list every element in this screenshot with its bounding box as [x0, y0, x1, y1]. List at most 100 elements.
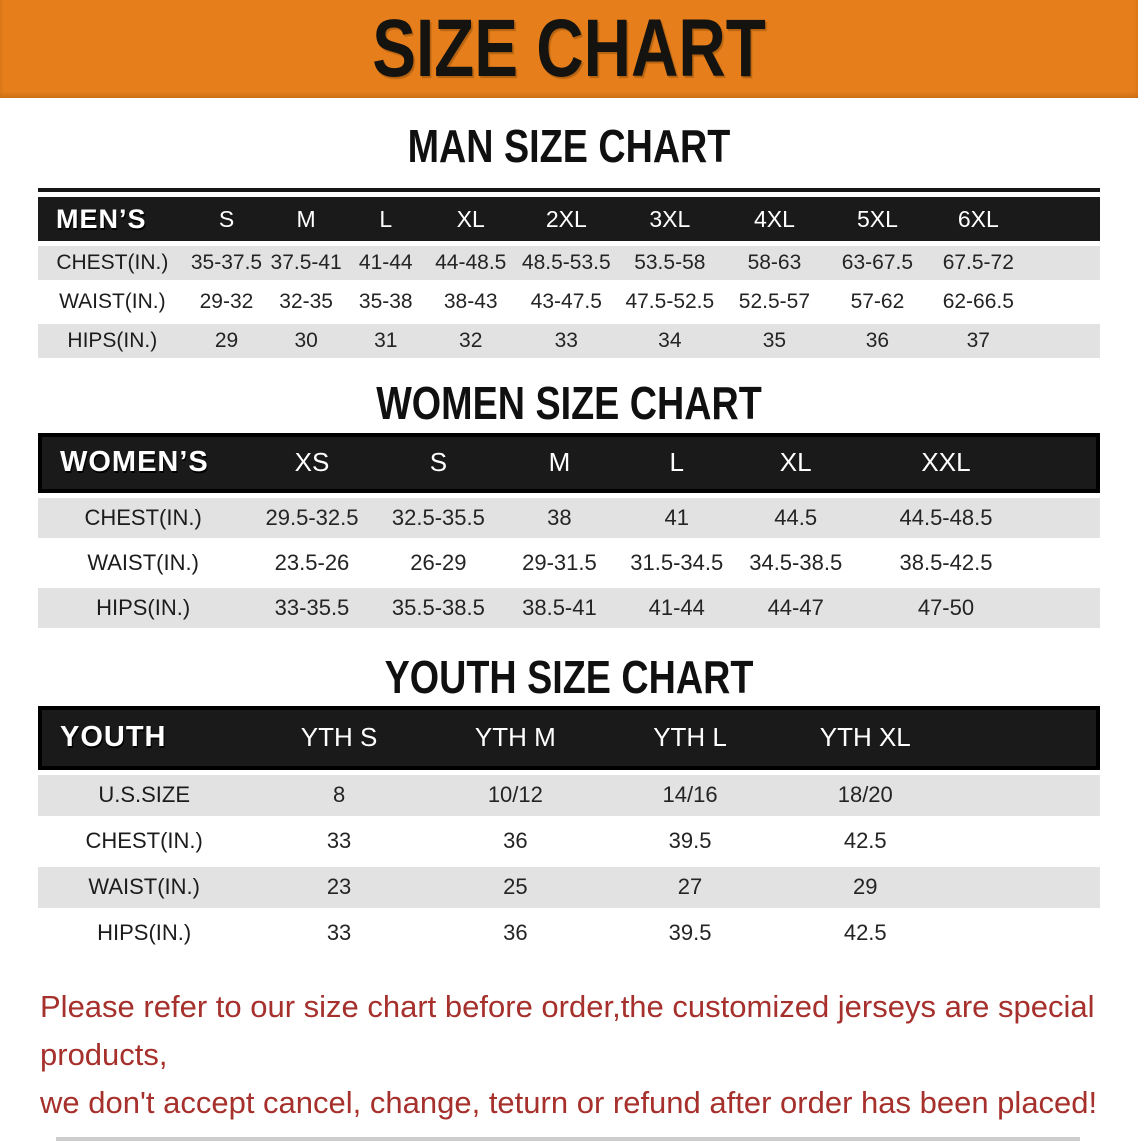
value-cell: 26-29	[410, 549, 467, 575]
row-label: CHEST(IN.)	[38, 246, 187, 281]
value-cell: 57-62	[850, 290, 905, 314]
men-table-label: MEN’S	[38, 197, 187, 242]
spacer-cell	[1027, 324, 1100, 359]
value-cell: 63-67.5	[825, 246, 929, 281]
value-cell: 38.5-42.5	[899, 549, 993, 575]
value-cell: 29-32	[199, 290, 254, 314]
row-label: HIPS(IN.)	[97, 920, 192, 946]
men-table-top-rule	[38, 188, 1100, 193]
value-cell: 25	[427, 866, 603, 908]
value-cell: 47.5-52.5	[625, 290, 715, 314]
men-header-row: MEN’S S M L XL 2XL 3XL 4XL 5XL 6XL	[38, 197, 1100, 242]
value-cell: 23	[250, 866, 428, 908]
spacer-cell	[1036, 543, 1100, 583]
value-cell: 44.5-48.5	[855, 497, 1037, 538]
value-cell: 23.5-26	[274, 549, 350, 575]
size-column-header: S	[375, 432, 502, 493]
row-label: WAIST(IN.)	[59, 290, 166, 314]
spacer-cell	[1028, 285, 1100, 319]
value-cell: 33	[326, 920, 352, 946]
value-cell: 35.5-38.5	[375, 587, 502, 628]
value-cell: 35	[722, 324, 826, 359]
value-cell: 32	[425, 324, 516, 359]
spacer-cell	[1027, 246, 1100, 281]
value-cell: 37.5-41	[266, 246, 346, 281]
value-cell: 48.5-53.5	[515, 246, 617, 281]
size-column-header: XXL	[855, 432, 1037, 493]
value-cell: 29	[777, 866, 954, 908]
spacer-cell	[1027, 197, 1100, 242]
banner-title: SIZE CHART	[372, 3, 766, 94]
spacer-cell	[1036, 497, 1100, 538]
size-column-header: M	[501, 432, 618, 493]
row-label: WAIST(IN.)	[38, 866, 251, 908]
value-cell: 31	[345, 324, 426, 359]
value-cell: 14/16	[602, 774, 778, 816]
measurement-row: U.S.SIZE 8 10/12 14/16 18/20	[38, 774, 1100, 816]
value-cell: 33	[326, 828, 352, 854]
value-cell: 31.5-34.5	[630, 549, 724, 575]
women-section-heading: WOMEN SIZE CHART	[376, 377, 762, 430]
value-cell: 39.5	[668, 920, 712, 946]
size-column-header: 2XL	[515, 197, 617, 242]
size-column-header: 3XL	[616, 197, 723, 242]
measurement-row: HIPS(IN.) 33-35.5 35.5-38.5 38.5-41 41-44 44-…	[38, 587, 1100, 628]
value-cell: 44.5	[735, 497, 856, 538]
size-column-header: XS	[248, 432, 376, 493]
value-cell: 36	[503, 828, 528, 854]
row-label: HIPS(IN.)	[38, 324, 187, 359]
measurement-row: HIPS(IN.) 33 36 39.5 42.5	[38, 913, 1100, 954]
youth-size-table: YOUTH YTH S YTH M YTH L YTH XL U.S.SIZE 8 10/12…	[38, 701, 1100, 959]
value-cell: 27	[602, 866, 778, 908]
value-cell: 8	[250, 774, 428, 816]
value-cell: 43-47.5	[530, 290, 602, 314]
measurement-row: CHEST(IN.) 35-37.5 37.5-41 41-44 44-48.5 48.5…	[38, 246, 1100, 281]
bottom-divider	[56, 1137, 1080, 1141]
value-cell: 33	[515, 324, 617, 359]
spacer-cell	[953, 821, 1100, 862]
value-cell: 67.5-72	[928, 246, 1028, 281]
value-cell: 44-47	[735, 587, 856, 628]
value-cell: 29.5-32.5	[248, 497, 376, 538]
value-cell: 10/12	[427, 774, 603, 816]
value-cell: 29-31.5	[522, 549, 597, 575]
size-column-header: 4XL	[722, 197, 826, 242]
spacer-cell	[1036, 587, 1100, 628]
size-column-header: L	[345, 197, 426, 242]
measurement-row: WAIST(IN.) 29-32 32-35 35-38 38-43 43-47.5 47.…	[38, 285, 1100, 319]
measurement-row: CHEST(IN.) 29.5-32.5 32.5-35.5 38 41 44.5 44.5…	[38, 497, 1100, 538]
value-cell: 36	[503, 920, 528, 946]
disclaimer-line-2: we don't accept cancel, change, teturn o…	[40, 1084, 1098, 1120]
value-cell: 34.5-38.5	[749, 549, 843, 575]
disclaimer-line-1: Please refer to our size chart before or…	[40, 988, 1095, 1072]
measurement-row: CHEST(IN.) 33 36 39.5 42.5	[38, 821, 1100, 862]
row-label: HIPS(IN.)	[38, 587, 249, 628]
value-cell: 38	[501, 497, 618, 538]
value-cell: 41	[617, 497, 736, 538]
measurement-row: HIPS(IN.) 29 30 31 32 33 34 35 36 37	[38, 324, 1100, 359]
men-size-table: MEN’S S M L XL 2XL 3XL 4XL 5XL 6XL CHEST(IN.) 35-37…	[38, 192, 1100, 363]
value-cell: 30	[266, 324, 346, 359]
size-column-header: YTH L	[602, 705, 778, 770]
youth-section-heading: YOUTH SIZE CHART	[384, 650, 754, 703]
spacer-cell	[953, 913, 1100, 954]
size-chart-banner: SIZE CHART	[0, 0, 1138, 98]
value-cell: 37	[928, 324, 1028, 359]
value-cell: 42.5	[843, 828, 887, 854]
size-column-header: YTH M	[427, 705, 603, 770]
measurement-row: WAIST(IN.) 23.5-26 26-29 29-31.5 31.5-34.5 34…	[38, 543, 1100, 583]
value-cell: 38-43	[443, 290, 498, 314]
value-cell: 53.5-58	[616, 246, 723, 281]
men-section-heading: MAN SIZE CHART	[407, 120, 731, 172]
value-cell: 35-38	[358, 290, 413, 314]
value-cell: 44-48.5	[425, 246, 516, 281]
size-column-header: XL	[735, 432, 856, 493]
row-label: CHEST(IN.)	[85, 828, 203, 854]
value-cell: 36	[825, 324, 929, 359]
size-column-header: L	[617, 432, 736, 493]
women-size-table: WOMEN’S XS S M L XL XXL CHEST(IN.) 29.5-32.5 32.5…	[38, 428, 1100, 633]
spacer-cell	[953, 705, 1100, 770]
value-cell: 58-63	[722, 246, 826, 281]
value-cell: 47-50	[855, 587, 1037, 628]
size-column-header: XL	[425, 197, 516, 242]
